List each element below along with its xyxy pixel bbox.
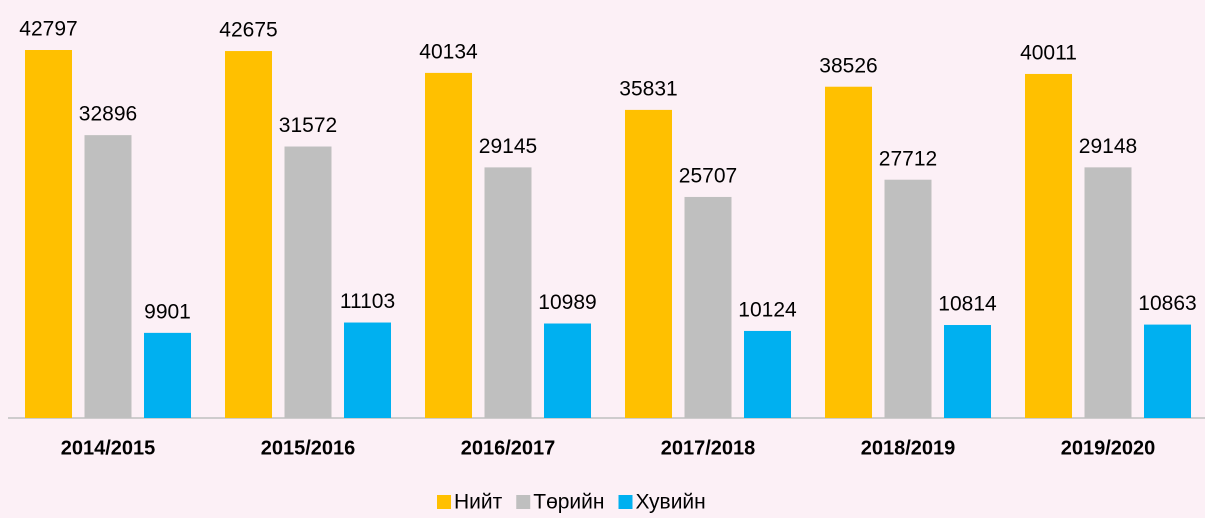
bar [225,51,272,419]
bar [284,146,332,418]
bar [1084,167,1132,418]
bar [344,322,391,418]
data-label: 42797 [19,18,77,41]
legend-label: Нийт [454,491,503,514]
data-label: 40011 [1020,42,1077,65]
bar [744,330,791,418]
x-tick-label: 2018/2019 [861,437,956,459]
x-tick-label: 2015/2016 [261,437,356,459]
x-tick-label: 2016/2017 [461,437,556,459]
legend-label: Төрийн [533,491,604,514]
legend-swatch [437,495,451,509]
bar [1025,73,1072,419]
data-label: 29148 [1079,135,1137,158]
x-tick-label: 2019/2020 [1061,437,1156,459]
data-label: 29145 [479,135,537,158]
bar [825,86,872,418]
legend-swatch [516,495,531,509]
bar [544,323,591,418]
data-label: 42675 [219,19,277,42]
data-label: 11103 [340,290,395,313]
data-label: 32896 [79,103,137,126]
legend-label: Хувийн [636,491,706,514]
data-label: 38526 [819,54,877,77]
bar [84,135,132,419]
data-label: 31572 [279,114,337,137]
data-label: 35831 [619,77,677,100]
bar [25,50,72,418]
bar [1144,324,1191,418]
data-label: 27712 [879,147,937,170]
data-label: 40134 [419,40,478,63]
data-label: 10863 [1138,292,1196,315]
data-label: 9901 [144,300,191,323]
x-tick-label: 2014/2015 [61,437,156,459]
data-label: 25707 [679,164,737,187]
bar [484,167,532,418]
x-tick-label: 2017/2018 [661,437,756,459]
bar [884,179,932,418]
data-label: 10814 [938,293,997,316]
bar [425,72,472,418]
legend-swatch [618,495,633,509]
bar [684,196,732,418]
data-label: 10124 [738,298,797,321]
bar [625,109,672,419]
bar [944,325,991,418]
bar [144,332,191,418]
data-label: 10989 [538,291,596,314]
